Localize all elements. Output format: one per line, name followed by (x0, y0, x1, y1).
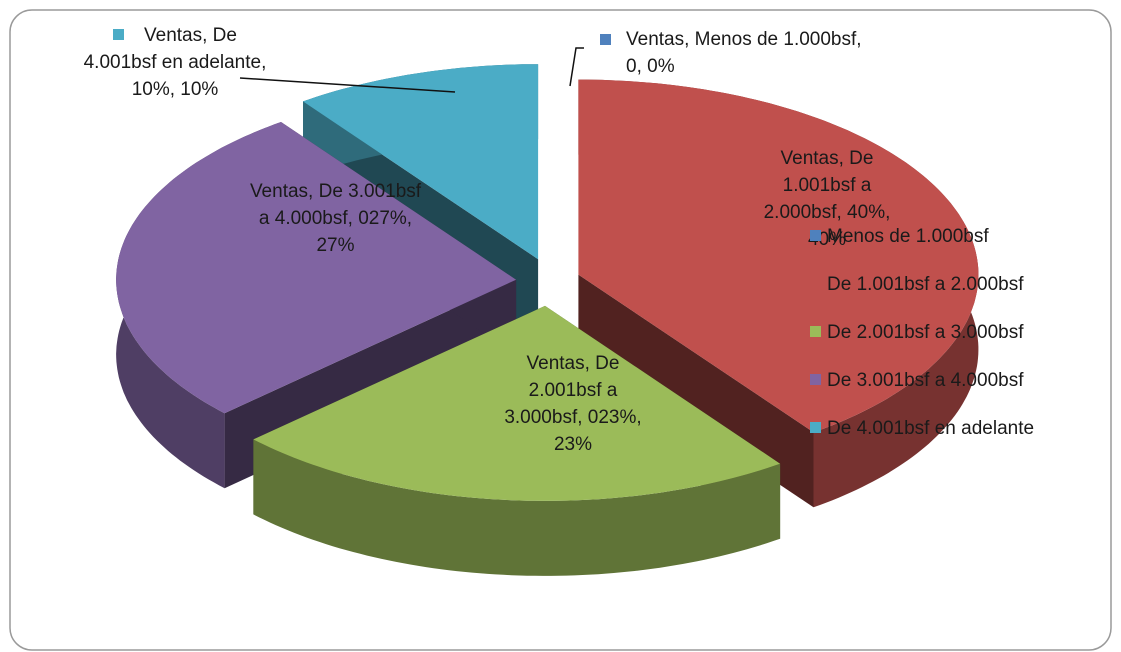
slice-top (578, 79, 979, 433)
legend-item: De 2.001bsf a 3.000bsf (810, 322, 1023, 344)
legend-swatch (810, 422, 821, 433)
legend-swatch (810, 374, 821, 385)
data-label: Ventas, De 4.001bsf en adelante, 10%, 10… (83, 25, 267, 100)
leader-line (239, 77, 456, 93)
leader-line (569, 47, 584, 87)
label-marker (600, 34, 611, 45)
legend-label: De 2.001bsf a 3.000bsf (827, 322, 1024, 343)
slice-top (253, 305, 781, 501)
slice-side (253, 439, 781, 576)
data-label: Ventas, De 2.001bsf a 3.000bsf, 023%, 23… (504, 353, 642, 455)
legend-item: De 4.001bsf en adelante (810, 418, 1034, 440)
legend-swatch (810, 278, 821, 289)
pie-slice (253, 305, 781, 576)
data-label: Ventas, De 1.001bsf a 2.000bsf, 40%, 40% (763, 148, 891, 250)
data-label: Ventas, De 3.001bsf a 4.000bsf, 027%, 27… (249, 181, 422, 256)
data-label: Ventas, Menos de 1.000bsf, 0, 0% (600, 26, 866, 80)
slice-top (303, 64, 539, 260)
legend-item: De 3.001bsf a 4.000bsf (810, 370, 1023, 392)
legend-item: De 1.001bsf a 2.000bsf (810, 274, 1023, 296)
legend-label: De 3.001bsf a 4.000bsf (827, 370, 1024, 391)
pie (116, 64, 979, 576)
legend-item: Menos de 1.000bsf (810, 226, 989, 248)
legend-swatch (810, 230, 821, 241)
label-marker (113, 29, 125, 40)
legend-label: De 4.001bsf en adelante (827, 418, 1035, 439)
legend-label: De 1.001bsf a 2.000bsf (827, 274, 1024, 295)
legend-label: Menos de 1.000bsf (827, 226, 989, 247)
slice-top (116, 122, 517, 414)
legend-swatch (810, 326, 821, 337)
